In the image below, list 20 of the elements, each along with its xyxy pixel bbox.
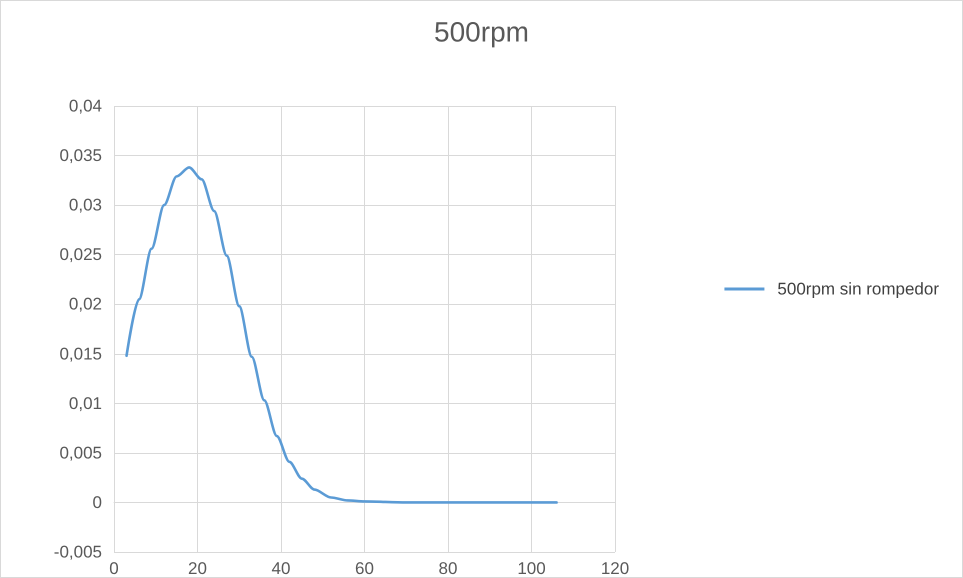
x-tick-label: 0	[109, 559, 119, 578]
line-series	[125, 166, 558, 504]
x-tick-label: 60	[355, 559, 374, 578]
legend-label: 500rpm sin rompedor	[777, 280, 940, 298]
x-tick-label: 40	[272, 559, 290, 578]
y-tick-label: 0,01	[68, 394, 102, 413]
chart-title: 500rpm	[434, 16, 529, 48]
y-tick-label: 0,015	[59, 344, 102, 364]
y-tick-label: 0	[92, 492, 102, 512]
y-tick-label: 0,035	[59, 146, 102, 166]
y-tick-label: 0,02	[68, 294, 102, 314]
y-tick-label: 0,03	[68, 196, 102, 215]
x-tick-label: 20	[188, 559, 207, 578]
y-tick-label: -0,005	[54, 542, 102, 562]
y-tick-label: 0,025	[59, 245, 102, 264]
y-tick-label: 0,04	[68, 96, 102, 116]
y-tick-label: 0,005	[59, 443, 102, 462]
x-tick-label: 80	[438, 559, 458, 578]
x-tick-label: 100	[517, 559, 546, 578]
x-tick-label: 120	[600, 559, 630, 578]
